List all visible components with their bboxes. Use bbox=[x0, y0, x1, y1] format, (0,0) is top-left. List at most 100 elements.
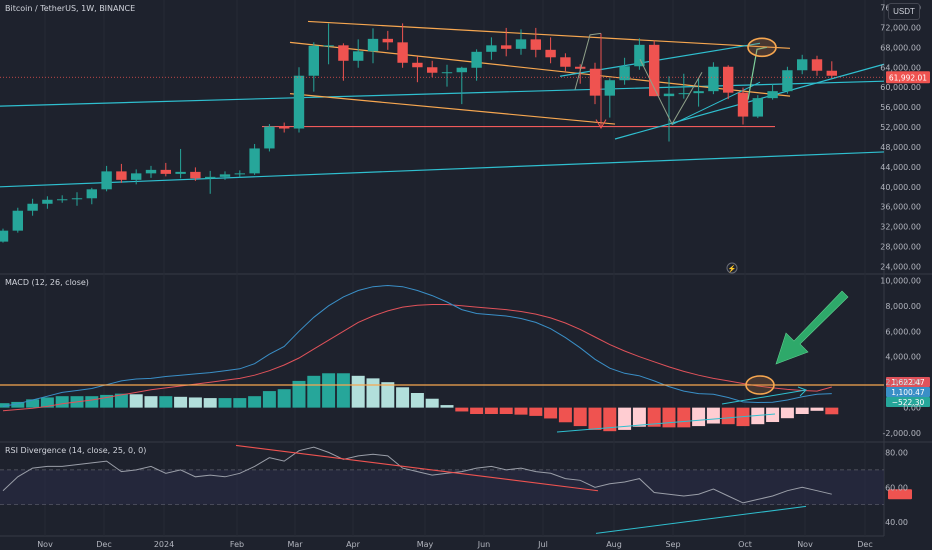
macd-axis-tick-label: 6,000.00 bbox=[885, 327, 921, 336]
time-axis-label: Nov bbox=[797, 540, 813, 549]
candle-body bbox=[589, 68, 601, 96]
price-axis-tick-label: 72,000.00 bbox=[880, 23, 921, 32]
macd-histogram-bar bbox=[307, 375, 321, 408]
rsi-bearish-divergence-line bbox=[235, 444, 599, 492]
macd-rising-trendline bbox=[556, 413, 776, 433]
candle-body bbox=[604, 80, 615, 96]
candle-body bbox=[826, 70, 837, 76]
projection-arrow bbox=[747, 46, 768, 100]
price-axis-tick-label: 64,000.00 bbox=[880, 63, 921, 72]
macd-histogram-bar bbox=[425, 398, 439, 408]
macd-histogram-bar bbox=[484, 407, 498, 414]
macd-histogram-bar bbox=[544, 407, 558, 419]
candle-body bbox=[427, 67, 438, 73]
macd-histogram-bar bbox=[632, 407, 646, 427]
candle-body bbox=[663, 93, 675, 97]
candle-body bbox=[723, 66, 734, 93]
macd-histogram-bar bbox=[55, 396, 69, 408]
macd-projection-arrowhead bbox=[797, 386, 807, 397]
price-axis-tick-label: 52,000.00 bbox=[880, 123, 921, 132]
time-axis-label: May bbox=[417, 540, 434, 549]
trendline-lower-support bbox=[0, 151, 885, 188]
candle-body bbox=[811, 59, 823, 71]
candle-body bbox=[412, 62, 423, 68]
candle-body bbox=[145, 169, 157, 174]
time-axis-label: Jun bbox=[477, 540, 491, 549]
macd-histogram-bar bbox=[0, 403, 10, 408]
rsi-band bbox=[0, 469, 884, 505]
candle-body bbox=[456, 67, 467, 73]
candle-body bbox=[249, 148, 260, 174]
candle-body bbox=[57, 199, 68, 201]
macd-projection-line bbox=[721, 389, 807, 405]
candle-body bbox=[27, 203, 38, 211]
macd-histogram-bar bbox=[26, 399, 40, 408]
last-price-value: 61,992.01 bbox=[889, 73, 927, 82]
price-axis-tick-label: 44,000.00 bbox=[880, 163, 921, 172]
macd-histogram-bar bbox=[366, 378, 380, 408]
macd-histogram-bar bbox=[573, 407, 587, 427]
candle-body bbox=[737, 92, 749, 117]
macd-histogram-bar bbox=[144, 396, 158, 408]
candle-body bbox=[353, 51, 364, 61]
macd-histogram-bar bbox=[795, 407, 809, 414]
macd-histogram-bar bbox=[40, 397, 54, 408]
candle-body bbox=[634, 44, 645, 67]
time-axis-label: Oct bbox=[738, 540, 752, 549]
macd-histogram-bar bbox=[292, 380, 306, 408]
candle-body bbox=[116, 171, 127, 180]
candle-body bbox=[382, 38, 393, 43]
lightning-icon[interactable] bbox=[726, 262, 738, 274]
rising-support-short bbox=[671, 81, 761, 125]
macd-histogram-bar bbox=[721, 407, 735, 425]
price-axis-tick-label: 32,000.00 bbox=[880, 223, 921, 232]
macd-value-tag-label: 1,100.47 bbox=[891, 388, 925, 397]
macd-histogram-bar bbox=[558, 407, 572, 423]
macd-histogram-bar bbox=[647, 407, 661, 427]
currency-selector[interactable]: USDT bbox=[888, 3, 920, 20]
macd-axis-tick-label: 8,000.00 bbox=[885, 302, 921, 311]
time-axis-label: Apr bbox=[346, 540, 361, 549]
macd-histogram-bar bbox=[129, 394, 143, 408]
macd-histogram-bar bbox=[780, 407, 794, 419]
macd-histogram-bar bbox=[159, 396, 173, 408]
candle-body bbox=[308, 45, 319, 76]
macd-value-tag-label: −522.30 bbox=[892, 398, 925, 407]
macd-histogram-bar bbox=[410, 393, 424, 408]
macd-histogram-bar bbox=[440, 405, 454, 408]
macd-histogram-bar bbox=[706, 407, 720, 424]
time-axis-label: Aug bbox=[606, 540, 622, 549]
candle-body bbox=[501, 45, 512, 49]
candle-body bbox=[782, 70, 793, 92]
candle-body bbox=[0, 230, 9, 242]
rsi-value-tag bbox=[888, 489, 912, 500]
price-axis-tick-label: 24,000.00 bbox=[880, 263, 921, 272]
macd-histogram-bar bbox=[677, 407, 691, 428]
macd-value-tag bbox=[886, 387, 930, 397]
candle-body bbox=[234, 173, 245, 175]
macd-histogram-bar bbox=[336, 373, 350, 408]
macd-histogram-bar bbox=[248, 396, 262, 408]
macd-histogram-bar bbox=[203, 398, 217, 408]
candle-body bbox=[441, 72, 453, 74]
candle-body bbox=[767, 91, 778, 99]
candle-body bbox=[693, 91, 704, 94]
last-price-tag bbox=[886, 71, 930, 84]
candle-body bbox=[264, 126, 275, 149]
candle-body bbox=[708, 66, 719, 92]
macd-histogram-bar bbox=[277, 389, 291, 408]
price-axis-tick-label: 28,000.00 bbox=[880, 243, 921, 252]
candle-body bbox=[323, 45, 334, 47]
candle-body bbox=[619, 66, 630, 81]
price-axis-tick-label: 68,000.00 bbox=[880, 43, 921, 52]
macd-histogram-bar bbox=[262, 391, 276, 408]
candle-body bbox=[219, 174, 231, 177]
pattern-path bbox=[574, 32, 602, 90]
candle-body bbox=[190, 171, 201, 179]
time-axis-label: Dec bbox=[96, 540, 111, 549]
candle-body bbox=[293, 75, 305, 129]
macd-histogram-bar bbox=[114, 393, 128, 408]
candle-body bbox=[545, 49, 556, 58]
time-axis-label: Dec bbox=[857, 540, 872, 549]
